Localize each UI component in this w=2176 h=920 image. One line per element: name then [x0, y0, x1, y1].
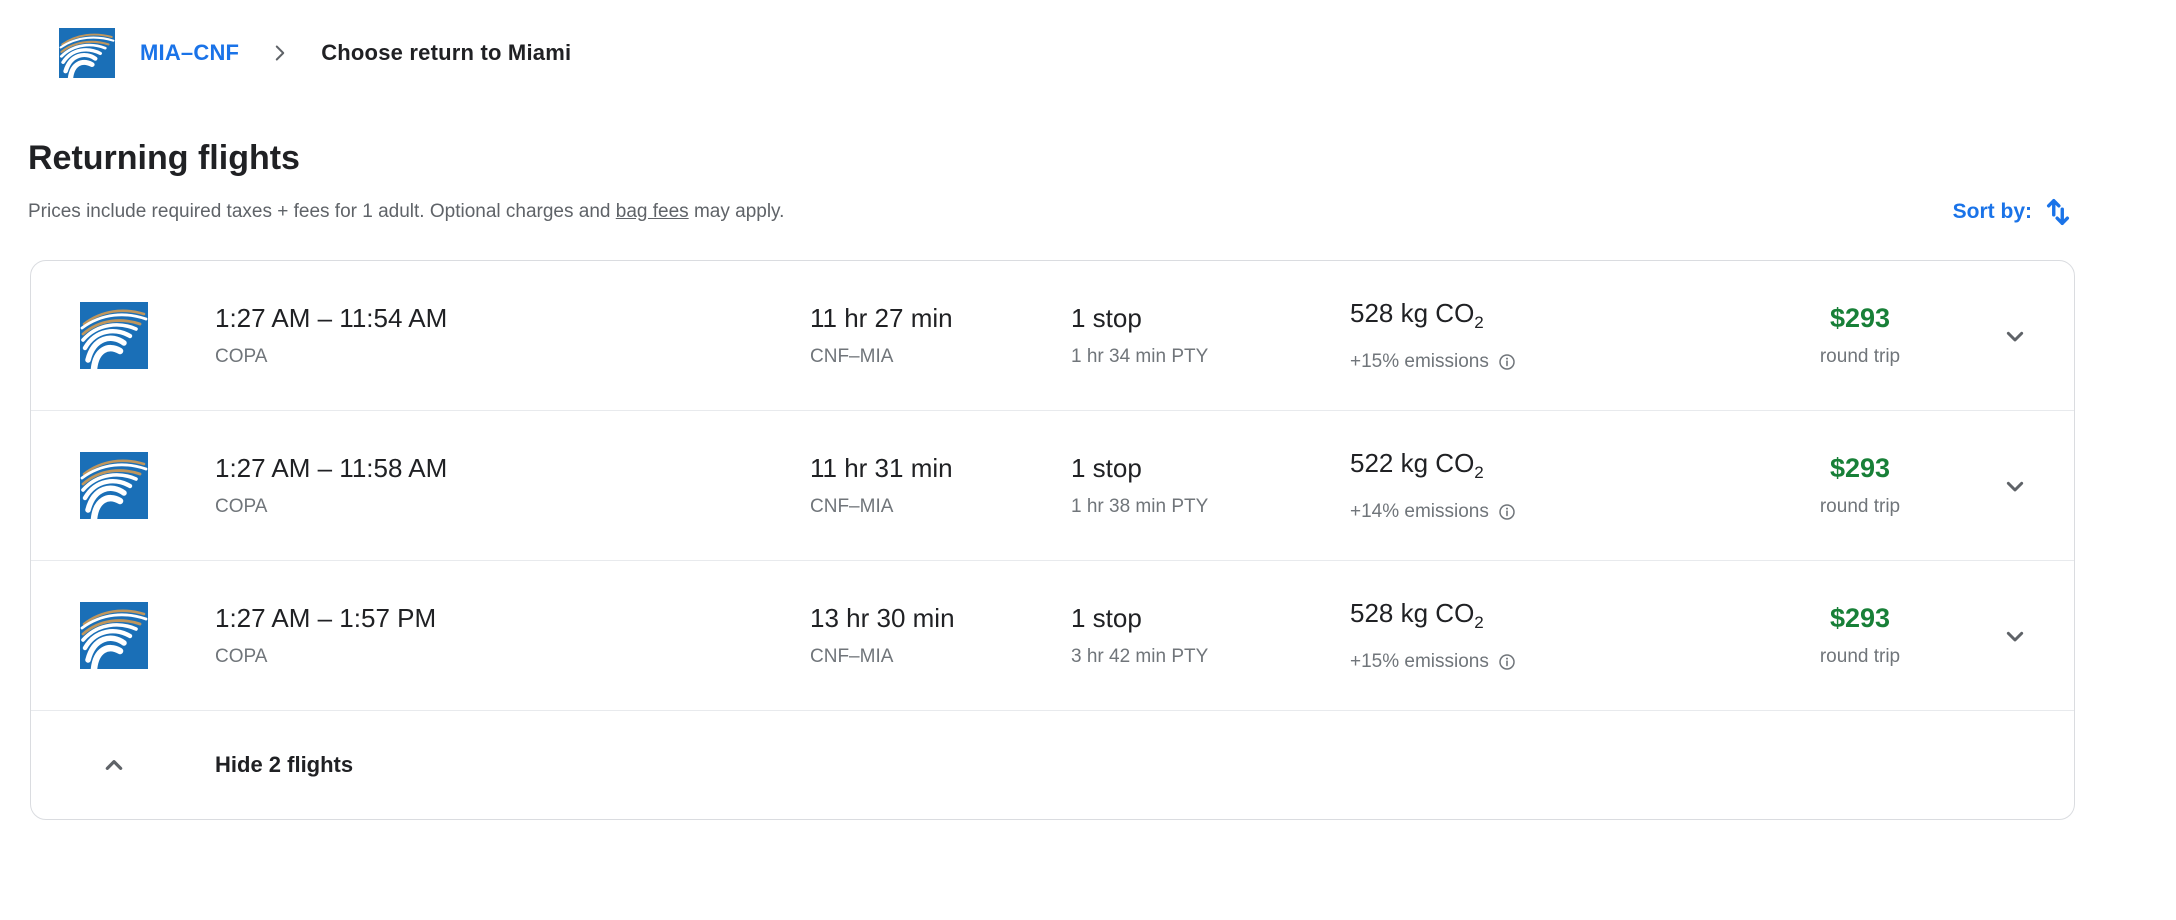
breadcrumb-route-link[interactable]: MIA–CNF [140, 40, 240, 65]
emissions-cell: 522 kg CO2 +14% emissions [1350, 446, 1740, 525]
chevron-down-icon [2006, 331, 2024, 341]
stops-count: 1 stop [1071, 603, 1142, 633]
flight-route: CNF–MIA [810, 346, 894, 367]
copa-airline-logo [80, 302, 148, 369]
hide-flights-toggle[interactable]: Hide 2 flights [31, 711, 2074, 819]
duration-cell: 13 hr 30 min CNF–MIA [810, 601, 1071, 670]
times-cell: 1:27 AM – 11:58 AM COPA [215, 451, 810, 520]
breadcrumb: MIA–CNF Choose return to Miami [0, 0, 2176, 78]
copa-airline-logo [59, 28, 115, 78]
bag-fees-link[interactable]: bag fees [615, 201, 689, 222]
airline-logo-cell [80, 602, 215, 669]
flight-row[interactable]: 1:27 AM – 11:54 AM COPA 11 hr 27 min CNF… [31, 261, 2074, 411]
co2-subscript: 2 [1474, 613, 1484, 633]
chevron-down-icon [2006, 481, 2024, 491]
disclaimer-text-suffix: may apply. [688, 201, 785, 222]
flight-duration: 11 hr 27 min [810, 303, 953, 333]
price-qualifier: round trip [1819, 346, 1901, 367]
times-cell: 1:27 AM – 1:57 PM COPA [215, 601, 810, 670]
flight-route: CNF–MIA [810, 496, 894, 517]
airline-name: COPA [215, 496, 268, 517]
copa-airline-logo [80, 452, 148, 519]
price-disclaimer: Prices include required taxes + fees for… [28, 201, 784, 223]
flight-times: 1:27 AM – 11:58 AM [215, 453, 448, 483]
airline-logo-cell [80, 452, 215, 519]
price: $293 [1829, 603, 1891, 633]
emissions-cell: 528 kg CO2 +15% emissions [1350, 296, 1740, 375]
price-cell: $293 round trip [1740, 451, 1980, 520]
price: $293 [1829, 303, 1891, 333]
subtitle-row: Prices include required taxes + fees for… [28, 194, 2075, 230]
stops-cell: 1 stop 3 hr 42 min PTY [1071, 601, 1350, 670]
chevron-up-icon [105, 760, 123, 770]
expand-flight-button[interactable] [1999, 320, 2031, 352]
emissions-delta: +15% emissions [1350, 651, 1489, 673]
price: $293 [1829, 453, 1891, 483]
co2-text: 528 kg CO [1350, 597, 1475, 628]
co2-amount: 522 kg CO2 [1350, 446, 1740, 490]
co2-amount: 528 kg CO2 [1350, 296, 1740, 340]
duration-cell: 11 hr 31 min CNF–MIA [810, 451, 1071, 520]
info-icon[interactable] [1497, 502, 1517, 522]
price-cell: $293 round trip [1740, 601, 1980, 670]
price-qualifier: round trip [1819, 646, 1901, 667]
chevron-down-icon [2006, 631, 2024, 641]
price-cell: $293 round trip [1740, 301, 1980, 370]
disclaimer-text-prefix: Prices include required taxes + fees for… [28, 201, 616, 222]
breadcrumb-current-page: Choose return to Miami [321, 40, 572, 65]
co2-subscript: 2 [1474, 463, 1484, 483]
co2-amount: 528 kg CO2 [1350, 596, 1740, 640]
hide-flights-label: Hide 2 flights [215, 752, 354, 777]
co2-text: 522 kg CO [1350, 447, 1475, 478]
flight-duration: 13 hr 30 min [810, 603, 955, 633]
flight-row[interactable]: 1:27 AM – 11:58 AM COPA 11 hr 31 min CNF… [31, 411, 2074, 561]
emissions-delta: +14% emissions [1350, 501, 1489, 523]
airline-logo-cell [80, 302, 215, 369]
flight-duration: 11 hr 31 min [810, 453, 953, 483]
duration-cell: 11 hr 27 min CNF–MIA [810, 301, 1071, 370]
sort-by-button[interactable]: Sort by: [1953, 195, 2075, 229]
flight-row[interactable]: 1:27 AM – 1:57 PM COPA 13 hr 30 min CNF–… [31, 561, 2074, 711]
price-qualifier: round trip [1819, 496, 1901, 517]
expand-flight-button[interactable] [1999, 470, 2031, 502]
airline-name: COPA [215, 346, 268, 367]
info-icon[interactable] [1497, 652, 1517, 672]
emissions-cell: 528 kg CO2 +15% emissions [1350, 596, 1740, 675]
times-cell: 1:27 AM – 11:54 AM COPA [215, 301, 810, 370]
layover-detail: 1 hr 34 min PTY [1071, 346, 1209, 367]
layover-detail: 3 hr 42 min PTY [1071, 646, 1209, 667]
info-icon[interactable] [1497, 352, 1517, 372]
flight-times: 1:27 AM – 11:54 AM [215, 303, 448, 333]
emissions-delta: +15% emissions [1350, 351, 1489, 373]
expand-flight-button[interactable] [1999, 620, 2031, 652]
co2-text: 528 kg CO [1350, 297, 1475, 328]
returning-flights-card: 1:27 AM – 11:54 AM COPA 11 hr 27 min CNF… [30, 260, 2075, 820]
stops-cell: 1 stop 1 hr 38 min PTY [1071, 451, 1350, 520]
stops-count: 1 stop [1071, 453, 1142, 483]
flight-route: CNF–MIA [810, 646, 894, 667]
co2-subscript: 2 [1474, 313, 1484, 333]
page-title: Returning flights [28, 139, 300, 177]
chevron-right-icon [267, 40, 293, 66]
layover-detail: 1 hr 38 min PTY [1071, 496, 1209, 517]
copa-airline-logo [80, 602, 148, 669]
flight-times: 1:27 AM – 1:57 PM [215, 603, 437, 633]
stops-count: 1 stop [1071, 303, 1142, 333]
sort-by-label: Sort by: [1952, 200, 2032, 223]
sort-swap-vertical-icon [2046, 198, 2070, 226]
airline-name: COPA [215, 646, 268, 667]
stops-cell: 1 stop 1 hr 34 min PTY [1071, 301, 1350, 370]
